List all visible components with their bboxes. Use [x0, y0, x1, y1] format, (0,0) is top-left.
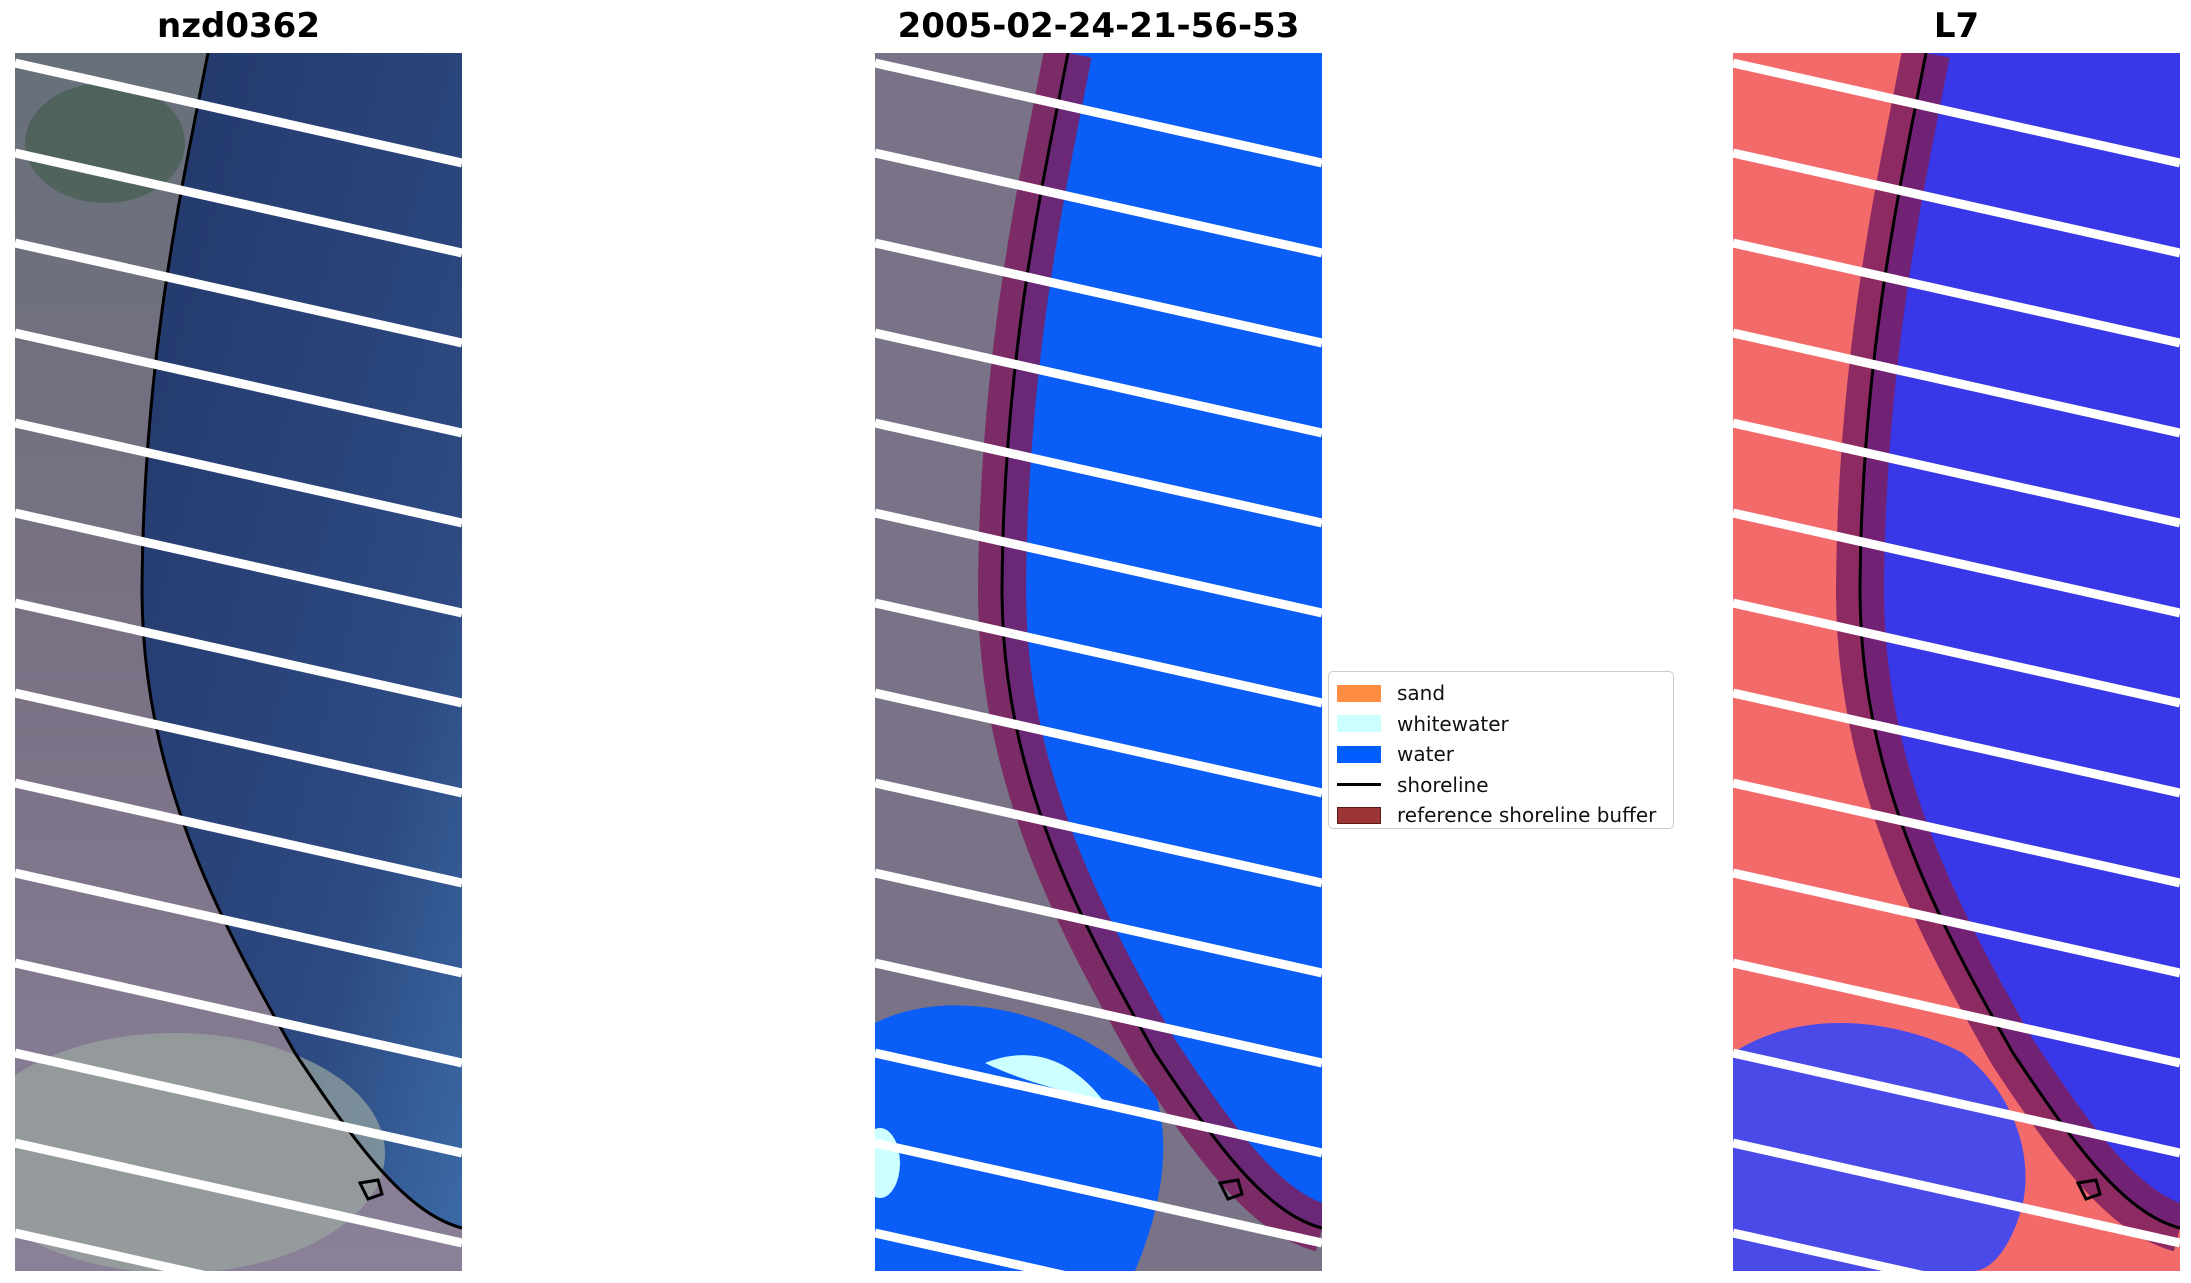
- small-polygon: [1217, 1178, 1244, 1201]
- legend-swatch-water: [1337, 745, 1381, 763]
- legend-item-shoreline: shoreline: [1337, 770, 1663, 801]
- legend-swatch-whitewater: [1337, 715, 1381, 733]
- legend-item-water: water: [1337, 739, 1663, 770]
- legend-item-reference-shoreline-buffer: reference shoreline buffer: [1337, 800, 1663, 831]
- legend-swatch-buffer: [1337, 806, 1381, 824]
- legend-label-buffer: reference shoreline buffer: [1397, 803, 1657, 828]
- panel-title-rgb: nzd0362: [157, 6, 320, 46]
- water-index-lagoon: [1733, 1023, 2026, 1271]
- scanline-gaps: [1733, 58, 2180, 1271]
- scanline-gaps: [15, 58, 462, 1271]
- legend-label-sand: sand: [1397, 681, 1446, 706]
- legend-label-water: water: [1397, 742, 1454, 767]
- scanline-gaps: [875, 58, 1322, 1271]
- index-image-panel: [1733, 53, 2180, 1271]
- legend: sand whitewater water shoreline referenc…: [1328, 671, 1674, 829]
- rgb-image-panel: [15, 53, 462, 1271]
- whitewater-speckle: [985, 1055, 1105, 1103]
- shoreline-line: [1858, 53, 2180, 1230]
- small-polygon: [2075, 1178, 2102, 1201]
- small-polygon: [357, 1178, 384, 1201]
- field-patches: [25, 83, 185, 203]
- lagoon: [15, 1033, 385, 1271]
- shoreline-line: [1000, 53, 1322, 1230]
- legend-item-sand: sand: [1337, 678, 1663, 709]
- panel-title-index: L7: [1933, 6, 1980, 46]
- classified-image-panel: [875, 53, 1322, 1271]
- legend-label-shoreline: shoreline: [1397, 772, 1489, 797]
- sea-area: [142, 53, 462, 1228]
- water-index-area: [1860, 53, 2180, 1228]
- water-class-area: [1002, 53, 1322, 1228]
- legend-label-whitewater: whitewater: [1397, 711, 1509, 736]
- shoreline-line: [140, 53, 462, 1230]
- panel-title-classified: 2005-02-24-21-56-53: [897, 6, 1300, 46]
- legend-swatch-sand: [1337, 684, 1381, 702]
- legend-item-whitewater: whitewater: [1337, 709, 1663, 740]
- legend-swatch-shoreline: [1337, 783, 1381, 787]
